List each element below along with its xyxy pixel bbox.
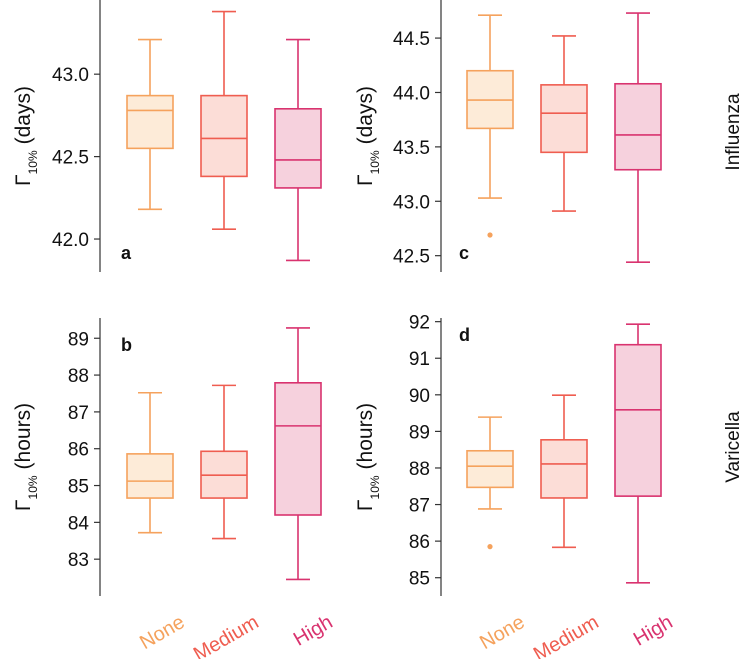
panel-letter: d [459, 325, 470, 345]
category-label-none: None [476, 611, 528, 654]
y-axis-label: Γ10% (hours) [354, 403, 382, 511]
panel-c: 42.5 43.0 43.5 44.0 44.5 Γ10% (days) c [354, 0, 662, 272]
panel-letter: a [121, 243, 132, 263]
box-medium [200, 384, 248, 540]
y-tick-label: 88 [68, 366, 89, 387]
box-iqr [126, 94, 174, 150]
y-tick-label: 44.5 [393, 29, 430, 50]
y-tick-label: 42.0 [52, 230, 89, 251]
y-tick-label: 91 [409, 349, 430, 370]
box-none [126, 391, 174, 534]
panel-letter: b [121, 335, 132, 355]
y-tick-label: 86 [409, 532, 430, 553]
y-axis-label-subscript: 10% [368, 475, 382, 499]
row-label-influenza: Influenza [723, 93, 744, 171]
y-tick-label: 85 [68, 477, 89, 498]
box-none [466, 14, 514, 238]
y-tick-label: 43.0 [52, 65, 89, 86]
category-label-high: High [290, 611, 337, 651]
category-label-medium: Medium [530, 611, 603, 659]
box-high [274, 327, 322, 581]
panels-layer: 42.042.543.0Γ10%(days)a83848586878889Γ10… [12, 0, 677, 659]
y-axis-label-subscript: 10% [26, 150, 40, 174]
panel-letter: c [459, 243, 469, 263]
y-axis-label-unit: (hours) [354, 403, 377, 470]
box-none [466, 416, 514, 550]
row-label-varicella: Varicella [723, 411, 744, 483]
y-tick-label: 89 [409, 422, 430, 443]
y-tick-label: 43.5 [393, 138, 430, 159]
y-tick-label: 42.5 [393, 247, 430, 268]
outlier-point [487, 544, 493, 550]
box-iqr [614, 82, 662, 171]
y-tick-label: 44.0 [393, 83, 430, 104]
panel-a: 42.0 42.5 43.0 Γ10% (days) a [12, 0, 322, 272]
y-tick-label: 89 [68, 329, 89, 350]
box-iqr [466, 449, 514, 489]
box-iqr [540, 439, 588, 499]
y-tick-label: 43.0 [393, 192, 430, 213]
y-tick-label: 83 [68, 550, 89, 571]
y-axis-label-unit: (hours) [12, 403, 35, 470]
category-label-none: None [136, 611, 188, 654]
box-iqr [200, 94, 248, 178]
y-axis-label-symbol: Γ [354, 174, 377, 186]
box-iqr [274, 108, 322, 189]
y-axis-label-subscript: 10% [368, 150, 382, 174]
box-high [614, 12, 662, 264]
outlier-point [487, 232, 493, 238]
y-axis-label: Γ10% (days) [354, 86, 382, 186]
y-axis-label-unit: (days) [354, 86, 377, 144]
box-iqr [274, 382, 322, 516]
y-tick-label: 90 [409, 386, 430, 407]
box-high [614, 323, 662, 584]
y-tick-label: 42.5 [52, 148, 89, 169]
y-tick-label: 87 [409, 496, 430, 517]
y-tick-label: 87 [68, 403, 89, 424]
y-axis-label-symbol: Γ [12, 499, 35, 511]
box-iqr [126, 453, 174, 499]
y-tick-label: 84 [68, 513, 90, 534]
y-axis-label: Γ10% (days) [12, 86, 40, 186]
panel-d: 85 86 87 88 89 90 91 92 Γ10% (hours) d None Medium Hi… [354, 313, 677, 659]
box-iqr [540, 84, 588, 154]
y-tick-label: 85 [409, 569, 430, 590]
y-axis-label-symbol: Γ [12, 174, 35, 186]
y-axis-label-unit: (days) [12, 86, 35, 144]
category-label-medium: Medium [190, 611, 263, 659]
box-iqr [614, 343, 662, 497]
y-tick-label: 88 [409, 459, 430, 480]
y-tick-label: 86 [68, 440, 89, 461]
y-axis-label: Γ10% (hours) [12, 403, 40, 511]
box-none [126, 38, 174, 211]
y-tick-label: 92 [409, 313, 430, 334]
y-axis-label-subscript: 10% [26, 475, 40, 499]
box-medium [200, 10, 248, 230]
box-medium [540, 35, 588, 212]
category-label-high: High [630, 611, 677, 651]
y-axis-label-symbol: Γ [354, 499, 377, 511]
box-high [274, 38, 322, 262]
box-medium [540, 394, 588, 549]
panel-b: 83 84 85 86 87 88 89 Γ10% (hours) b None Medium High [12, 318, 337, 659]
